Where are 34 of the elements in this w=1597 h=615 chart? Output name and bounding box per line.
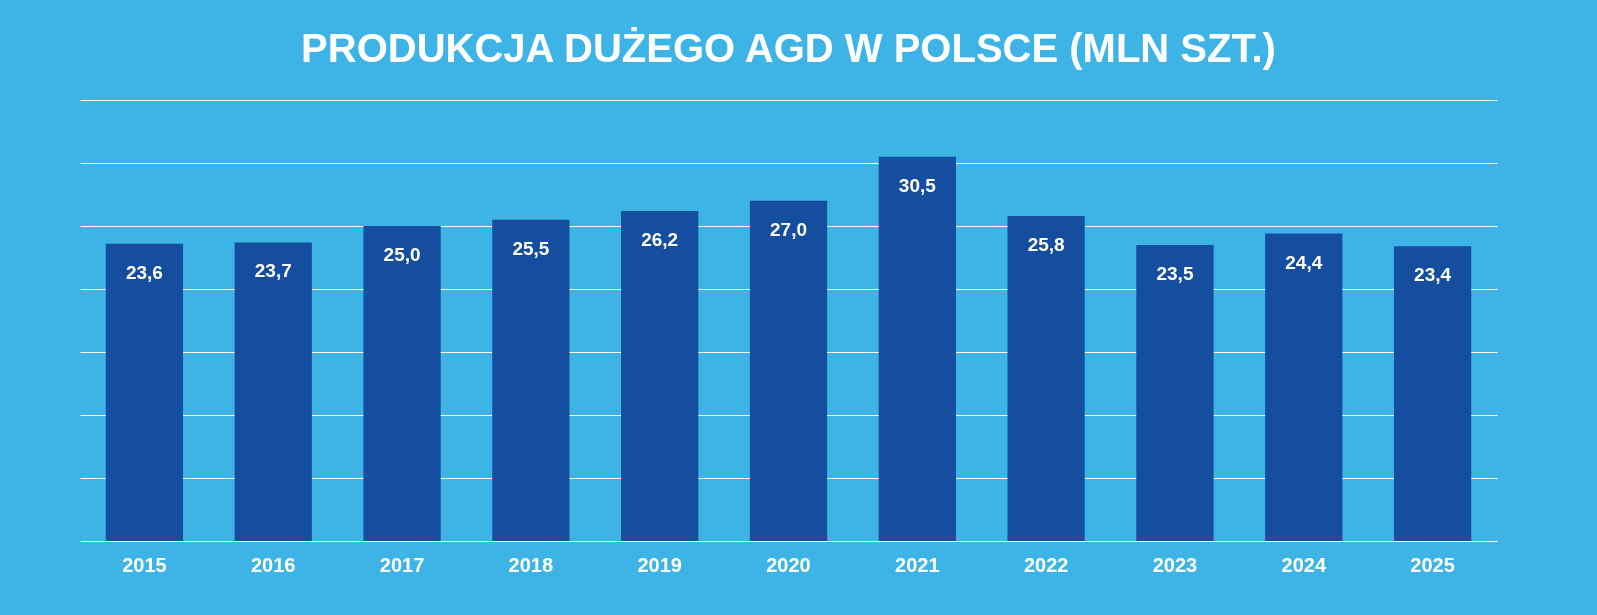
data-label: 23,4 <box>1414 264 1452 286</box>
x-tick-label: 2020 <box>766 553 811 576</box>
x-tick-label: 2018 <box>508 553 554 576</box>
chart-title: PRODUKCJA DUŻEGO AGD W POLSCE (MLN SZT.) <box>301 26 1276 70</box>
bar <box>1136 244 1214 541</box>
data-label: 23,7 <box>254 260 292 282</box>
x-tick-label: 2016 <box>250 553 296 576</box>
data-label: 23,6 <box>125 261 163 283</box>
bar <box>234 242 312 541</box>
x-tick-label: 2024 <box>1281 553 1327 576</box>
bar <box>105 243 184 541</box>
x-tick-label: 2023 <box>1152 553 1198 576</box>
data-label: 25,5 <box>512 237 550 259</box>
data-label: 25,8 <box>1027 233 1065 255</box>
x-tick-label: 2015 <box>122 553 167 576</box>
bar <box>363 226 441 541</box>
x-tick-label: 2021 <box>895 553 940 576</box>
data-label: 23,5 <box>1156 262 1194 284</box>
bar <box>1393 246 1472 541</box>
x-tick-label: 2022 <box>1023 553 1069 576</box>
data-label: 26,2 <box>641 228 679 250</box>
data-label: 24,4 <box>1285 251 1323 273</box>
x-tick-label: 2025 <box>1410 553 1455 576</box>
x-tick-label: 2017 <box>379 553 425 576</box>
bar <box>621 210 699 541</box>
data-label: 30,5 <box>898 174 937 196</box>
bar <box>749 200 828 541</box>
bar <box>878 156 956 541</box>
data-label: 25,0 <box>383 244 421 265</box>
bar <box>492 219 570 541</box>
bar <box>1007 215 1085 541</box>
x-tick-label: 2019 <box>637 553 682 576</box>
bar <box>1265 233 1343 541</box>
data-label: 27,0 <box>770 218 807 240</box>
